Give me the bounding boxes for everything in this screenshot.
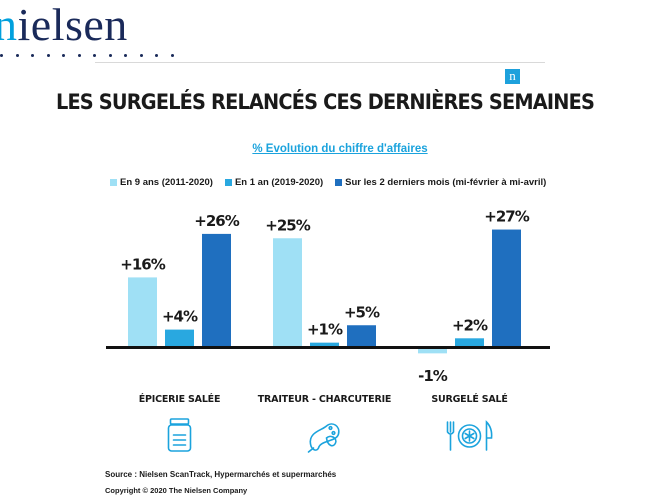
charcuterie-icon — [307, 423, 340, 453]
category-label: TRAITEUR - CHARCUTERIE — [258, 394, 391, 405]
bar-2-2 — [310, 342, 339, 347]
category-label: SURGELÉ SALÉ — [431, 393, 507, 405]
legend-item-9ans: En 9 ans (2011-2020) — [110, 177, 213, 188]
bar-chart: +16% +4% +26% ÉPICERIE SALÉE +25% +1%+5% TRAIT… — [106, 208, 550, 453]
legend-swatch-2mois — [335, 179, 343, 186]
data-label: +2% — [452, 316, 488, 334]
jar-icon — [167, 418, 192, 452]
source-note: Source : Nielsen ScanTrack, Hypermarchés… — [105, 470, 337, 479]
data-label: +25% — [265, 216, 310, 234]
legend-item-1an: En 1 an (2019-2020) — [224, 177, 323, 188]
bar-1-1 — [128, 277, 157, 347]
legend-swatch-1an — [224, 179, 232, 186]
copyright-note: Copyright © 2020 The Nielsen Company — [105, 486, 248, 495]
data-label: +5% — [344, 303, 380, 321]
logo-wordmark: nielsen — [0, 0, 128, 50]
legend-item-2mois: Sur les 2 derniers mois (mi-février à mi… — [335, 177, 546, 188]
chart-legend: En 9 ans (2011-2020) En 1 an (2019-2020)… — [110, 177, 546, 188]
data-label: +27% — [484, 208, 529, 226]
data-label: +4% — [162, 308, 198, 326]
bar-1-2 — [165, 329, 194, 347]
bar-1-3 — [202, 233, 231, 347]
legend-swatch-9ans — [110, 179, 117, 186]
bar-3-3 — [492, 229, 521, 347]
chart-title: LES SURGELÉS RELANCÉS CES DERNIÈRES SEMA… — [55, 90, 595, 114]
category-label: ÉPICERIE SALÉE — [139, 393, 221, 405]
chart-subtitle: % Evolution du chiffre d'affaires — [252, 143, 428, 155]
logo-dots — [0, 54, 174, 57]
frozen-meal-icon — [446, 420, 493, 451]
data-label: +16% — [120, 255, 165, 273]
data-label: +1% — [307, 321, 343, 339]
nielsen-logo: nielsen — [0, 0, 174, 70]
bar-3-2 — [455, 338, 484, 347]
bar-2-3 — [347, 325, 376, 347]
data-label: +26% — [194, 212, 239, 230]
baseline — [106, 346, 550, 349]
data-label: -1% — [418, 367, 448, 385]
bar-2-1 — [273, 238, 302, 347]
nielsen-badge-icon: n — [505, 69, 520, 84]
bar-3-1 — [418, 349, 447, 354]
top-divider — [95, 62, 545, 63]
